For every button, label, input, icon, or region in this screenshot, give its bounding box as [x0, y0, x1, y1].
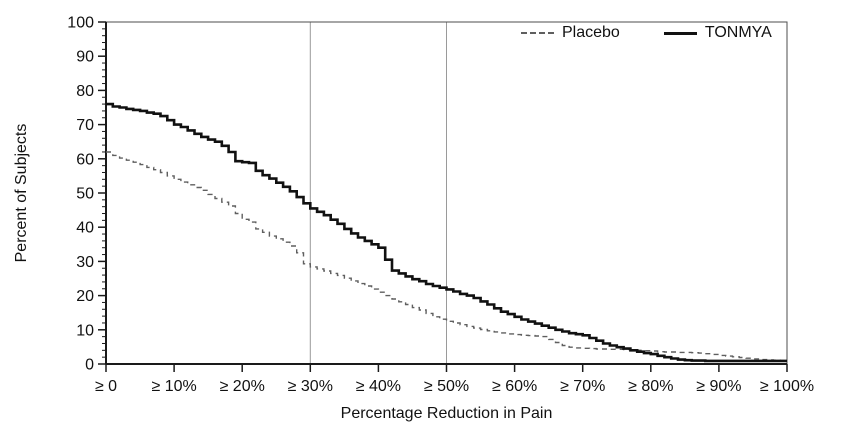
y-tick-label: 30	[76, 254, 94, 271]
x-tick-label: ≥ 100%	[760, 378, 814, 395]
y-tick-label: 90	[76, 49, 94, 66]
tonmya-solid-line-icon	[663, 31, 697, 35]
x-tick-label: ≥ 90%	[696, 378, 741, 395]
y-axis-title: Percent of Subjects	[13, 123, 30, 263]
y-tick-label: 80	[76, 83, 94, 100]
x-tick-label: ≥ 50%	[424, 378, 469, 395]
placebo-series-line	[106, 151, 788, 362]
legend-item-tonmya: TONMYA	[663, 24, 772, 42]
y-tick-label: 50	[76, 186, 94, 203]
x-tick-label: ≥ 80%	[628, 378, 673, 395]
x-tick-label: ≥ 70%	[560, 378, 605, 395]
tonmya-series-line	[106, 102, 787, 363]
legend-label-tonmya: TONMYA	[704, 24, 772, 41]
legend-item-placebo: Placebo	[521, 24, 620, 42]
y-tick-label: 100	[67, 15, 94, 32]
y-tick-label: 40	[76, 220, 94, 237]
x-tick-label: ≥ 0	[95, 378, 117, 395]
y-tick-label: 20	[76, 288, 94, 305]
x-tick-label: ≥ 40%	[356, 378, 401, 395]
placebo-dashed-line-icon	[521, 32, 554, 34]
x-tick-label: ≥ 10%	[151, 378, 196, 395]
y-tick-label: 70	[76, 117, 94, 134]
x-axis-title: Percentage Reduction in Pain	[340, 405, 553, 422]
x-tick-label: ≥ 20%	[220, 378, 265, 395]
x-tick-label: ≥ 60%	[492, 378, 537, 395]
legend-label-placebo: Placebo	[562, 24, 620, 41]
y-tick-label: 10	[76, 322, 94, 339]
y-tick-label: 0	[85, 357, 94, 374]
y-tick-label: 60	[76, 151, 94, 168]
legend: Placebo TONMYA	[521, 24, 772, 42]
x-tick-label: ≥ 30%	[288, 378, 333, 395]
